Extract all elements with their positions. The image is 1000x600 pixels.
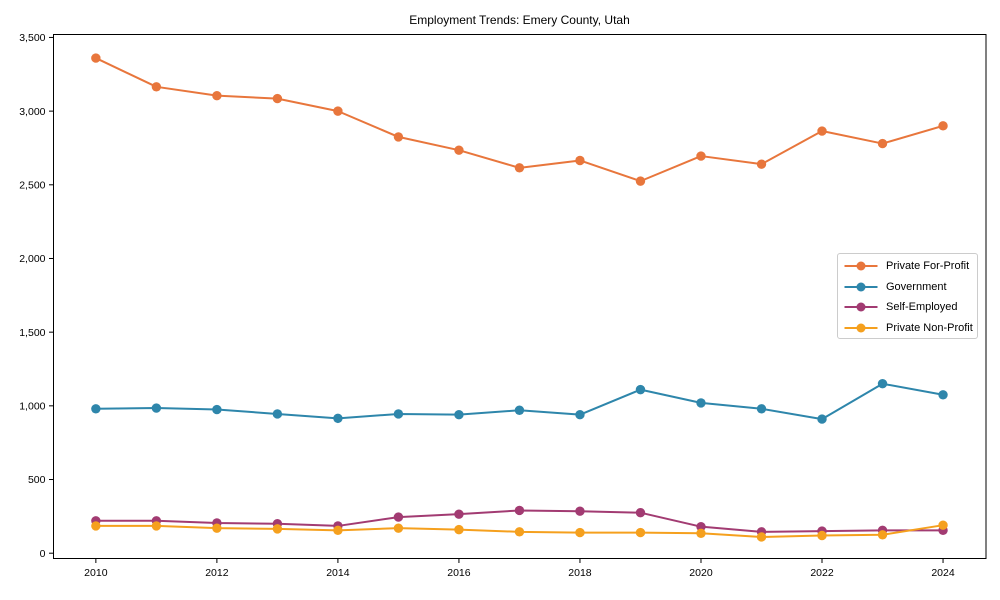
- legend-item-private-non-profit: Private Non-Profit: [838, 318, 977, 339]
- line-marker-icon: [844, 261, 878, 271]
- svg-text:2010: 2010: [84, 567, 108, 579]
- svg-text:2012: 2012: [205, 567, 229, 579]
- legend-item-self-employed: Self-Employed: [838, 297, 977, 318]
- svg-text:2022: 2022: [810, 567, 834, 579]
- chart-title: Employment Trends: Emery County, Utah: [409, 13, 630, 27]
- svg-text:2,500: 2,500: [19, 180, 45, 192]
- svg-text:3,000: 3,000: [19, 106, 45, 118]
- svg-text:2024: 2024: [931, 567, 955, 579]
- legend-label: Government: [886, 280, 947, 293]
- line-marker-icon: [844, 302, 878, 312]
- svg-text:2020: 2020: [689, 567, 713, 579]
- legend-label: Self-Employed: [886, 301, 958, 314]
- line-marker-icon: [844, 282, 878, 292]
- legend: Private For-Profit Government Self-Emplo…: [837, 253, 978, 339]
- legend-item-private-for-profit: Private For-Profit: [838, 256, 977, 277]
- svg-text:2018: 2018: [568, 567, 592, 579]
- svg-text:2016: 2016: [447, 567, 471, 579]
- legend-item-government: Government: [838, 277, 977, 298]
- svg-text:1,500: 1,500: [19, 327, 45, 339]
- legend-label: Private For-Profit: [886, 260, 970, 273]
- svg-text:1,000: 1,000: [19, 401, 45, 413]
- legend-label: Private Non-Profit: [886, 321, 973, 334]
- line-marker-icon: [844, 323, 878, 333]
- svg-text:2,000: 2,000: [19, 253, 45, 265]
- svg-text:3,500: 3,500: [19, 32, 45, 44]
- svg-text:0: 0: [40, 548, 46, 560]
- svg-text:500: 500: [28, 474, 46, 486]
- svg-text:2014: 2014: [326, 567, 350, 579]
